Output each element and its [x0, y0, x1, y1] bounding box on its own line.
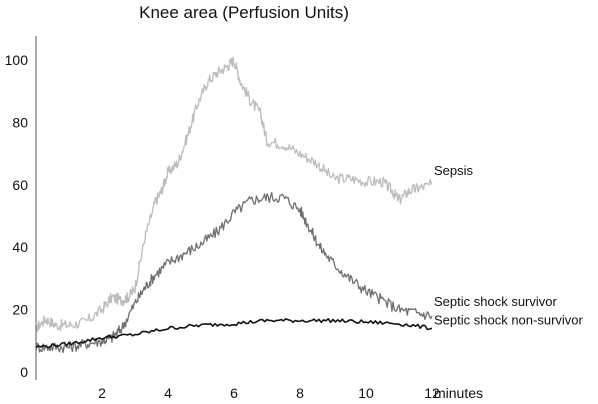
series-labels: Sepsis Septic shock survivor Septic shock … — [434, 163, 584, 328]
series-line-2 — [35, 317, 433, 349]
series-line-0 — [35, 56, 433, 333]
x-tick-label: 4 — [164, 385, 172, 401]
series-label: Septic shock survivor — [434, 294, 557, 309]
y-tick-label: 0 — [20, 364, 28, 380]
x-tick-label: 10 — [358, 385, 374, 401]
chart-title: Knee area (Perfusion Units) — [139, 3, 349, 22]
y-tick-label: 40 — [12, 239, 28, 255]
series-line-1 — [35, 191, 433, 354]
y-tick-labels: 0 20 40 60 80 100 — [5, 52, 29, 380]
y-tick-label: 80 — [12, 114, 28, 130]
x-tick-label: 6 — [230, 385, 238, 401]
x-tick-labels: 2 4 6 8 10 12 — [98, 385, 440, 401]
series-label: Sepsis — [434, 163, 474, 178]
x-tick-label: 12 — [424, 385, 440, 401]
y-tick-label: 100 — [5, 52, 29, 68]
series-label: Septic shock non-survivor — [434, 312, 584, 327]
x-axis-label: minutes — [434, 385, 483, 401]
y-tick-label: 60 — [12, 177, 28, 193]
x-tick-label: 2 — [98, 385, 106, 401]
series-lines — [35, 56, 433, 354]
y-tick-label: 20 — [12, 302, 28, 318]
x-tick-label: 8 — [296, 385, 304, 401]
